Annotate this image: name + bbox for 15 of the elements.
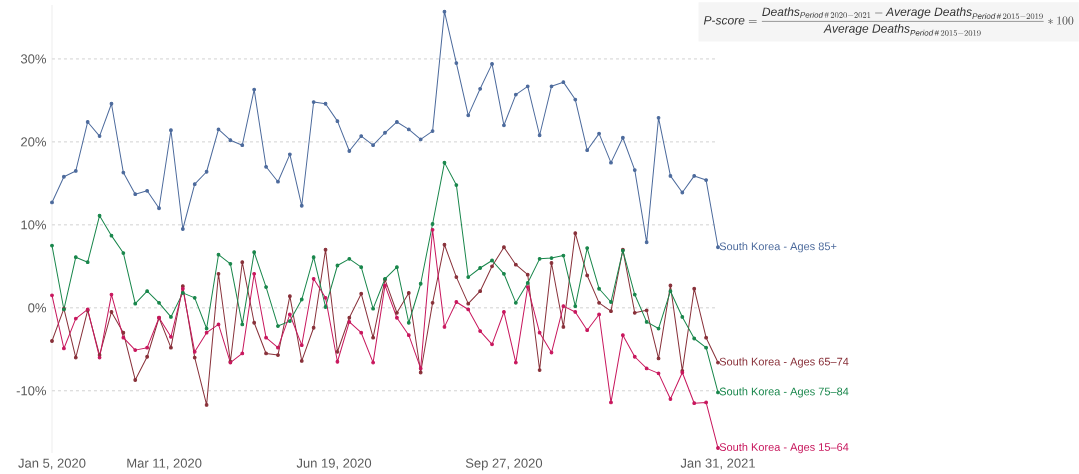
series-label: South Korea - Ages 15–64: [719, 442, 849, 454]
x-tick-label: Jun 19, 2020: [296, 458, 372, 470]
series-label: South Korea - Ages 75–84: [719, 387, 849, 398]
y-tick-label: 10%: [21, 220, 47, 230]
x-tick-label: Mar 11, 2020: [127, 458, 202, 470]
x-tick-label: Jan 5, 2020: [18, 458, 86, 470]
y-tick-label: 20%: [21, 137, 47, 147]
y-tick-label: -10%: [16, 386, 47, 396]
annotation: $\mathit{P\text{-}score}=\frac{\mathit{Deaths}_{\mathit{Period}\,\#\,2020-2021}-\mathit{Average\ Deaths}_{\mathit{Period}\,\#\,2015-2019}}{\mathit{Average\ Deaths}_{\mathit{Period}\,\#\,2015-2019}}*100$: [703, 7, 1074, 36]
series-label: South Korea - Ages 65–74: [719, 357, 849, 368]
x-tick-label: Sep 27, 2020: [465, 458, 543, 471]
x-tick-label: Jan 31, 2021: [680, 458, 755, 470]
y-tick-label: 30%: [20, 54, 47, 64]
y-tick-label: 0%: [28, 303, 47, 313]
series-label: South Korea - Ages 85+: [719, 242, 837, 253]
